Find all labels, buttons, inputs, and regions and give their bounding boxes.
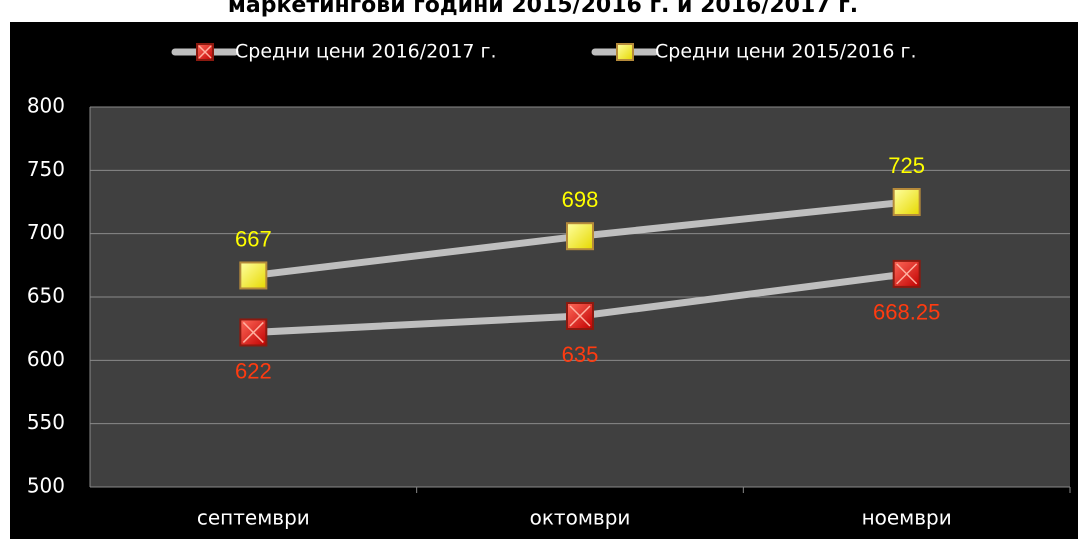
marker-square [892,188,921,216]
marker-cross [242,321,264,343]
marker-cross [896,263,918,285]
y-tick-label: 650 [27,284,65,308]
marker-square [239,261,268,290]
marker [566,222,594,251]
y-tick-label: 700 [27,220,65,244]
y-tick-label: 550 [27,410,65,434]
y-tick-label: 600 [27,347,65,371]
x-tick-label: октомври [530,506,631,530]
chart-title: маркетингови години 2015/2016 г. и 2016/… [228,0,858,18]
marker [239,318,268,347]
y-tick-label: 500 [27,474,65,498]
y-tick-label: 750 [27,157,65,181]
x-tick-label: септември [197,506,310,530]
marker [566,302,594,330]
legend-label: Средни цени 2015/2016 г. [655,41,917,63]
marker [196,43,214,61]
data-label: 622 [235,358,272,383]
marker-cross [198,45,212,59]
marker-square [616,43,634,61]
legend-label: Средни цени 2016/2017 г. [235,41,497,63]
marker [616,43,634,61]
data-label: 668.25 [873,300,940,325]
data-label: 698 [562,187,599,212]
data-label: 725 [888,153,925,178]
data-label: 667 [235,226,272,251]
marker-square [566,222,594,251]
marker [892,259,921,288]
marker-cross [569,305,591,327]
marker [239,261,268,290]
data-label: 635 [562,342,599,367]
y-tick-label: 800 [27,94,65,118]
x-tick-label: ноември [862,506,952,530]
marker [892,188,921,216]
